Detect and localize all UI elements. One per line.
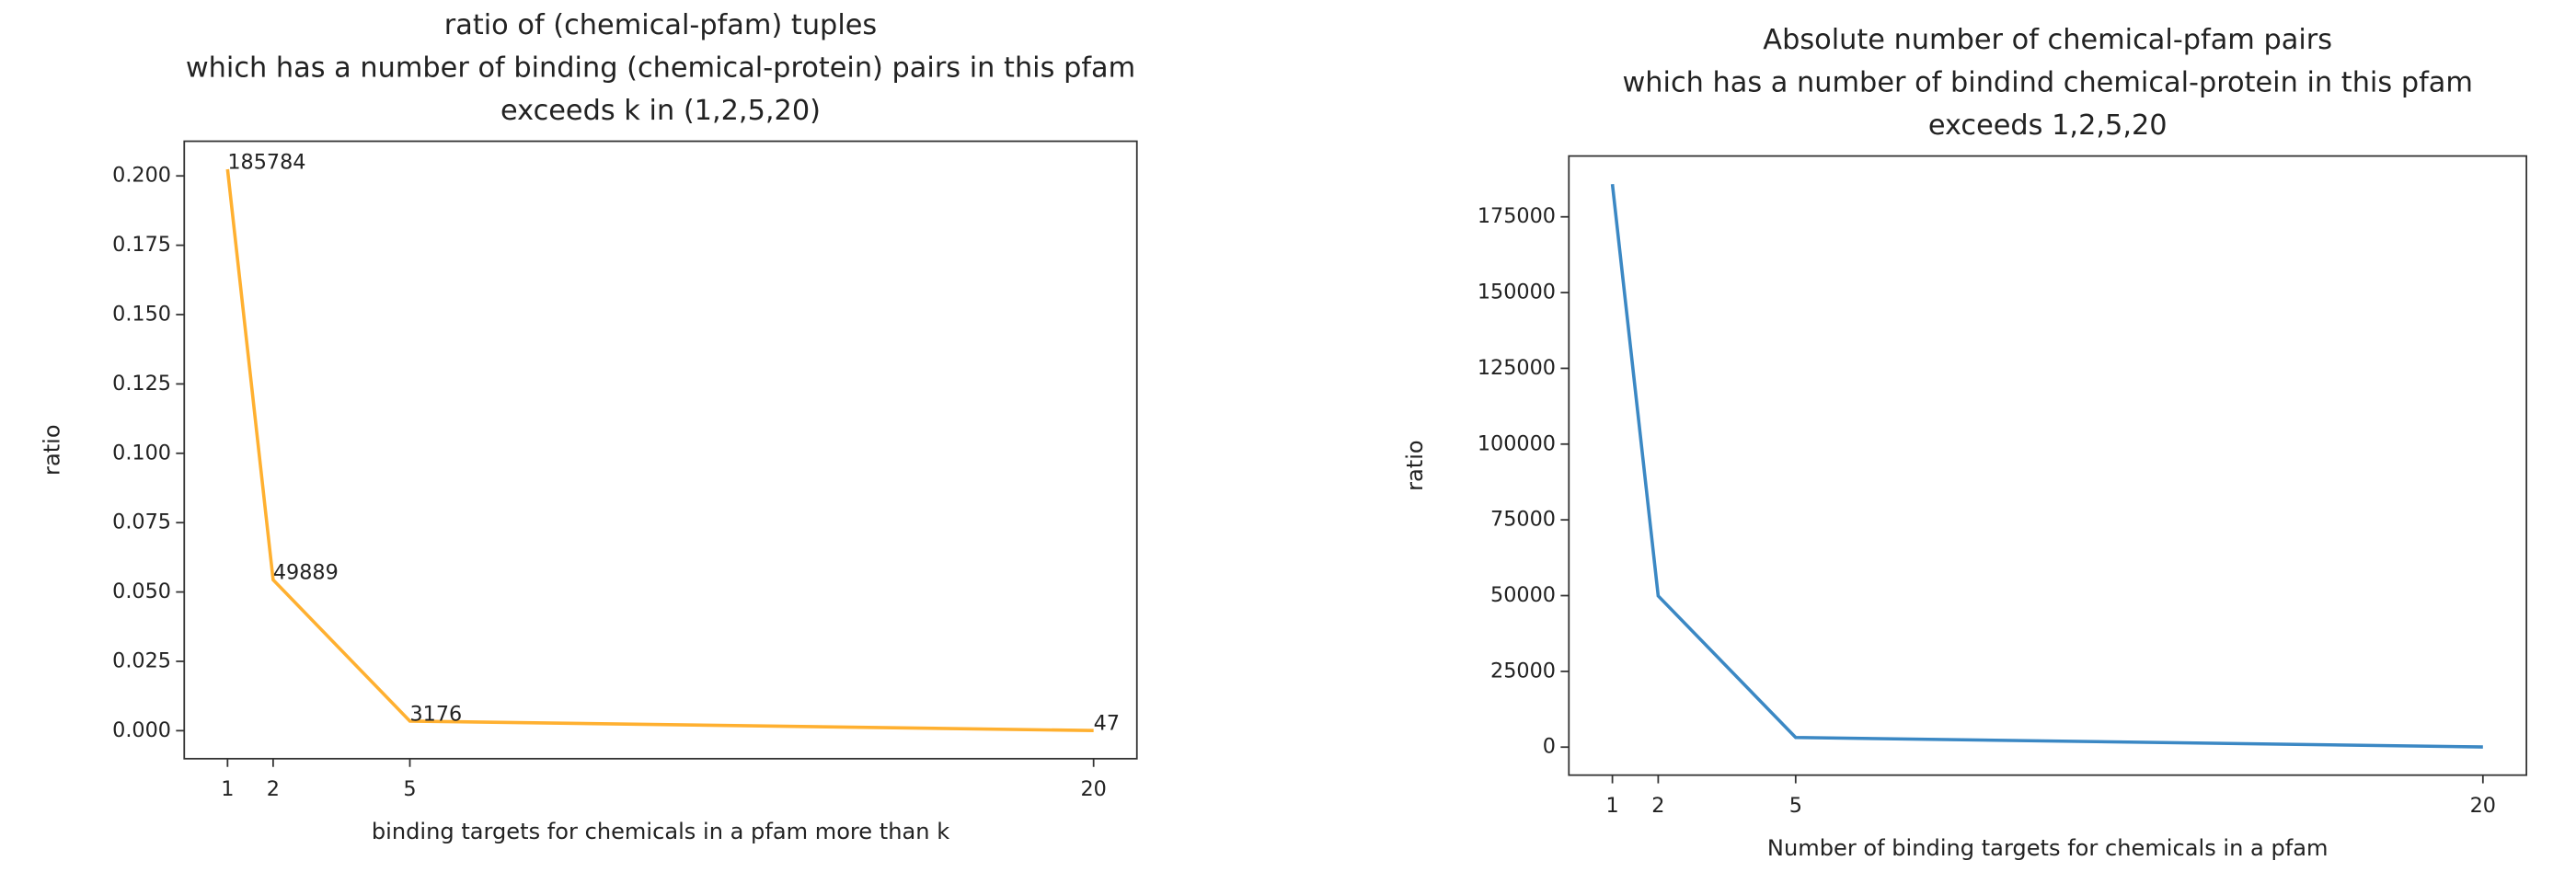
y-tick-label: 150000 bbox=[1478, 281, 1556, 304]
point-label: 47 bbox=[1094, 712, 1120, 736]
axes-frame bbox=[1568, 155, 2528, 776]
x-axis-label: Number of binding targets for chemicals … bbox=[1767, 835, 2329, 861]
point-label: 3176 bbox=[410, 702, 463, 726]
y-axis-label: ratio bbox=[39, 424, 64, 476]
x-tick-label: 2 bbox=[1651, 794, 1664, 818]
point-label: 49889 bbox=[273, 561, 339, 585]
x-tick-label: 2 bbox=[267, 777, 280, 801]
chart-title: Absolute number of chemical-pfam pairs bbox=[1763, 24, 2332, 56]
y-tick-label: 0 bbox=[1543, 735, 1556, 759]
chart-title: which has a number of bindind chemical-p… bbox=[1622, 67, 2472, 99]
y-tick-label: 0.175 bbox=[112, 233, 171, 257]
y-tick-label: 50000 bbox=[1490, 583, 1556, 607]
chart-title: exceeds k in (1,2,5,20) bbox=[500, 95, 821, 127]
y-tick-label: 0.150 bbox=[112, 303, 171, 327]
axes-frame bbox=[183, 140, 1138, 760]
chart-title: ratio of (chemical-pfam) tuples bbox=[444, 9, 877, 41]
x-tick-label: 20 bbox=[2470, 794, 2496, 818]
y-tick-label: 25000 bbox=[1490, 659, 1556, 683]
x-tick-label: 1 bbox=[1606, 794, 1619, 818]
point-label: 185784 bbox=[227, 150, 305, 174]
y-tick-label: 75000 bbox=[1490, 508, 1556, 532]
x-tick-label: 1 bbox=[221, 777, 234, 801]
y-tick-label: 175000 bbox=[1478, 204, 1556, 228]
line bbox=[225, 168, 1094, 733]
y-tick-label: 100000 bbox=[1478, 431, 1556, 455]
x-tick-label: 20 bbox=[1080, 777, 1106, 801]
y-tick-label: 0.000 bbox=[112, 718, 171, 742]
y-tick-label: 0.075 bbox=[112, 511, 171, 534]
x-axis-label: binding targets for chemicals in a pfam … bbox=[372, 819, 949, 844]
y-tick-label: 125000 bbox=[1478, 356, 1556, 380]
chart-title: exceeds 1,2,5,20 bbox=[1928, 109, 2168, 142]
y-axis-label: ratio bbox=[1402, 440, 1428, 491]
line bbox=[1610, 184, 2483, 749]
y-tick-label: 0.025 bbox=[112, 648, 171, 672]
y-tick-label: 0.200 bbox=[112, 164, 171, 188]
y-tick-label: 0.100 bbox=[112, 441, 171, 465]
y-tick-label: 0.050 bbox=[112, 579, 171, 603]
x-tick-label: 5 bbox=[1789, 794, 1802, 818]
y-tick-label: 0.125 bbox=[112, 372, 171, 396]
chart-title: which has a number of binding (chemical-… bbox=[186, 52, 1135, 84]
x-tick-label: 5 bbox=[403, 777, 416, 801]
